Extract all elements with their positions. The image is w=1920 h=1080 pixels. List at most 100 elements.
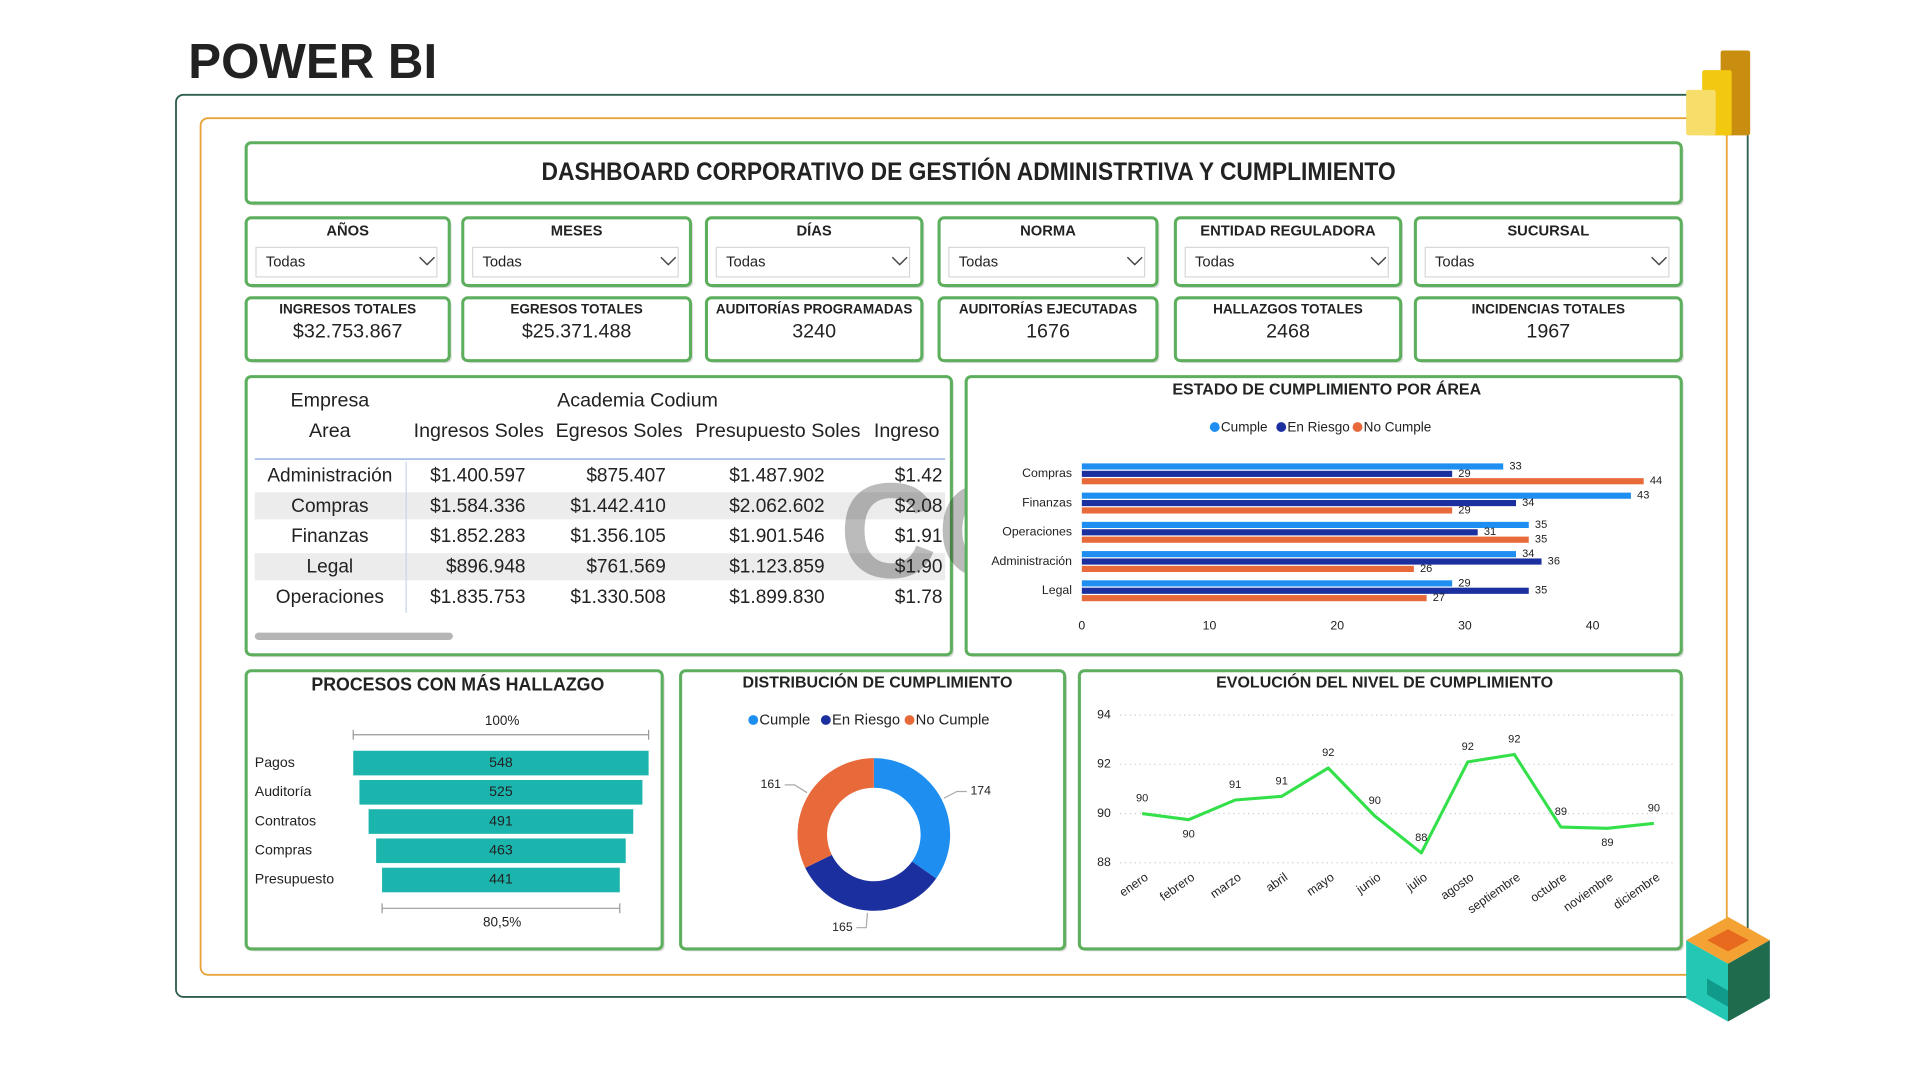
bar xyxy=(1081,580,1453,587)
dropdown-box[interactable] xyxy=(255,246,438,278)
kpi-value: 1676 xyxy=(1026,321,1070,343)
dropdown-value: Todas xyxy=(1435,255,1474,271)
panel xyxy=(244,141,1683,205)
x-tick-label: 0 xyxy=(1078,619,1085,633)
table-cell: $761.569 xyxy=(586,557,666,578)
kpi-label: INCIDENCIAS TOTALES xyxy=(1472,302,1625,317)
donut-slice xyxy=(805,854,937,911)
data-label: 90 xyxy=(1136,793,1148,805)
dashboard-title: DASHBOARD CORPORATIVO DE GESTIÓN ADMINIS… xyxy=(542,158,1396,186)
dropdown-box[interactable] xyxy=(1424,246,1670,278)
row-header: Operaciones xyxy=(276,587,384,608)
data-label: 29 xyxy=(1458,577,1470,589)
cube-detail xyxy=(1707,978,1728,1007)
y-tick-label: 90 xyxy=(1097,806,1111,820)
dropdown-value: Todas xyxy=(726,255,765,271)
x-tick-label: 40 xyxy=(1586,619,1600,633)
dropdown-box[interactable] xyxy=(472,246,679,278)
slicer-label: ENTIDAD REGULADORA xyxy=(1200,223,1376,239)
scrollbar xyxy=(254,632,453,640)
legend-label: Cumple xyxy=(759,713,810,729)
data-label: 31 xyxy=(1484,526,1496,538)
funnel-category: Pagos xyxy=(255,754,295,770)
slicer-dropdown[interactable]: Todas xyxy=(1424,246,1670,278)
legend-marker xyxy=(1209,422,1220,432)
table-cell: $1.901.546 xyxy=(729,526,824,547)
slicer-dropdown[interactable]: Todas xyxy=(948,246,1146,278)
y-tick-label: 88 xyxy=(1097,855,1111,869)
panel xyxy=(937,296,1159,363)
slicer-dropdown[interactable]: Todas xyxy=(255,246,438,278)
data-label: 174 xyxy=(970,784,991,798)
data-label: 26 xyxy=(1420,563,1432,575)
dropdown-chevron[interactable] xyxy=(1370,256,1387,266)
legend-label: No Cumple xyxy=(1364,419,1432,434)
kpi-label: INGRESOS TOTALES xyxy=(279,302,416,317)
data-label: 89 xyxy=(1601,837,1613,849)
kpi-label: EGRESOS TOTALES xyxy=(510,302,642,317)
dropdown-value: Todas xyxy=(482,255,521,271)
funnel-top-label: 100% xyxy=(485,713,520,728)
bar xyxy=(1081,529,1478,536)
data-label: 36 xyxy=(1548,555,1560,567)
row-stripe xyxy=(254,492,946,520)
data-label: 91 xyxy=(1229,779,1241,791)
column-header: Ingresos Soles xyxy=(414,420,544,442)
data-label: 27 xyxy=(1433,592,1445,604)
funnel-bar xyxy=(359,780,643,805)
table-cell: $1.852.283 xyxy=(430,526,525,547)
dropdown-chevron[interactable] xyxy=(1651,256,1667,266)
data-label: 90 xyxy=(1183,828,1195,840)
table-cell: $1.442.410 xyxy=(570,496,665,517)
table-cell: $1.42 xyxy=(895,465,943,486)
legend-marker xyxy=(820,715,831,725)
kpi-value: $25.371.488 xyxy=(522,321,632,343)
dropdown-box[interactable] xyxy=(715,246,911,278)
bar xyxy=(1081,521,1529,528)
y-tick-label: Legal xyxy=(1042,583,1072,597)
bar xyxy=(1081,470,1453,477)
slicer-label: NORMA xyxy=(1020,223,1076,239)
table-cell: $875.407 xyxy=(586,465,666,486)
data-label: 161 xyxy=(760,777,781,791)
table-cell: $1.123.859 xyxy=(729,557,824,578)
bar xyxy=(1081,551,1516,558)
y-tick-label: 92 xyxy=(1097,757,1111,771)
slicer-dropdown[interactable]: Todas xyxy=(1184,246,1389,278)
table-cell: $1.356.105 xyxy=(570,526,665,547)
kpi-label: AUDITORÍAS PROGRAMADAS xyxy=(716,302,913,317)
dropdown-box[interactable] xyxy=(948,246,1146,278)
chart-title: EVOLUCIÓN DEL NIVEL DE CUMPLIMIENTO xyxy=(1216,672,1553,691)
data-label: 29 xyxy=(1458,468,1470,480)
data-label: 525 xyxy=(489,783,513,799)
dropdown-chevron[interactable] xyxy=(419,256,435,266)
data-label: 90 xyxy=(1648,803,1660,815)
data-label: 44 xyxy=(1650,475,1662,487)
y-tick-label: Finanzas xyxy=(1022,495,1072,509)
data-label: 441 xyxy=(489,871,513,887)
inner-frame xyxy=(199,117,1728,976)
dropdown-value: Todas xyxy=(266,255,305,271)
legend-label: En Riesgo xyxy=(832,713,900,729)
donut-slice xyxy=(797,758,874,868)
slicer-dropdown[interactable]: Todas xyxy=(715,246,911,278)
dropdown-box[interactable] xyxy=(1184,246,1389,278)
data-label: 92 xyxy=(1322,747,1334,759)
chart-title: PROCESOS CON MÁS HALLAZGO xyxy=(311,673,604,694)
power-bi-logo xyxy=(1686,50,1751,136)
donut-slice xyxy=(873,758,951,879)
table-cell: $2.08 xyxy=(895,496,943,517)
slicer-dropdown[interactable]: Todas xyxy=(472,246,679,278)
dropdown-chevron[interactable] xyxy=(1126,256,1143,266)
y-tick-label: Operaciones xyxy=(1002,525,1072,539)
dropdown-chevron[interactable] xyxy=(660,256,677,266)
column-header: Egresos Soles xyxy=(556,420,683,442)
kpi-value: $32.753.867 xyxy=(293,321,402,343)
kpi-value: 3240 xyxy=(792,321,836,343)
bar xyxy=(1081,558,1542,565)
funnel-bar xyxy=(376,838,626,864)
data-label: 90 xyxy=(1369,795,1381,807)
panel xyxy=(461,296,692,363)
dropdown-chevron[interactable] xyxy=(891,256,908,266)
